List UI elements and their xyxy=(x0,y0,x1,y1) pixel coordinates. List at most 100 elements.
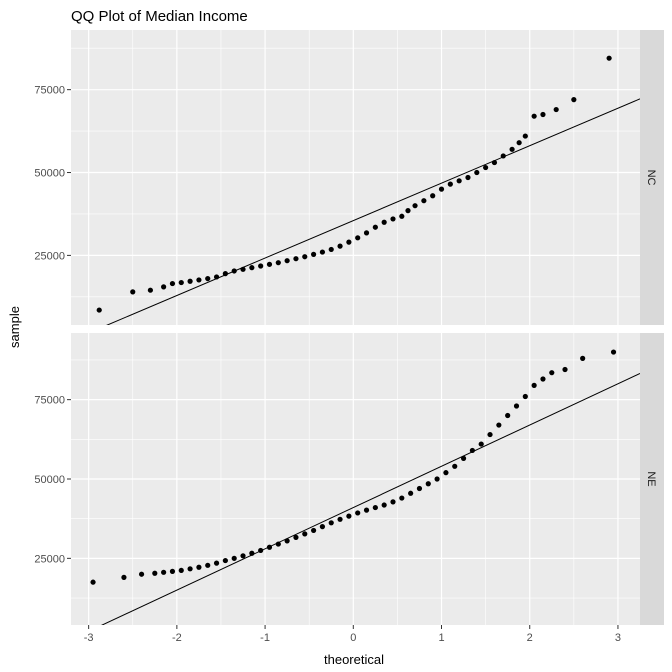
qq-point xyxy=(138,571,145,577)
qq-point xyxy=(381,502,387,508)
qq-point xyxy=(187,566,193,572)
qq-point xyxy=(249,550,255,556)
qq-point xyxy=(178,279,184,286)
qq-point xyxy=(152,570,158,576)
qq-point xyxy=(147,287,153,293)
qq-point xyxy=(222,557,228,564)
qq-point xyxy=(460,455,467,461)
qq-point xyxy=(196,564,202,570)
qq-point xyxy=(447,181,453,187)
y-tick-label: 75000 xyxy=(34,85,65,97)
qq-point xyxy=(580,355,586,361)
qq-point xyxy=(284,538,290,544)
qq-point xyxy=(275,260,281,266)
qq-point xyxy=(553,106,559,113)
qq-point xyxy=(169,568,176,574)
facet-strip-label: NE xyxy=(645,471,657,486)
qq-point xyxy=(465,174,471,181)
qq-point xyxy=(240,266,246,272)
qq-point xyxy=(231,555,237,561)
qq-point xyxy=(302,531,308,537)
qq-point xyxy=(469,447,475,454)
facet-strip xyxy=(640,30,664,325)
qq-point xyxy=(258,547,264,554)
facet-panel-ne: 25000 50000 75000 NE xyxy=(34,333,664,625)
qq-point xyxy=(205,562,211,568)
qq-point xyxy=(540,111,546,118)
facet-strip-label: NC xyxy=(645,170,657,186)
qq-point xyxy=(438,186,445,192)
x-tick-label: -1 xyxy=(260,632,270,644)
qq-point xyxy=(474,169,480,176)
qq-point xyxy=(213,274,220,280)
qq-point xyxy=(178,567,184,574)
qq-point xyxy=(346,513,352,519)
qq-point xyxy=(266,544,273,550)
qq-point xyxy=(213,560,220,566)
qq-point xyxy=(337,516,343,522)
qq-point xyxy=(266,261,273,267)
qq-point xyxy=(487,431,493,438)
qq-point xyxy=(372,504,378,511)
x-axis-title: theoretical xyxy=(324,652,384,667)
qq-point xyxy=(275,541,281,547)
qq-point xyxy=(425,481,431,487)
qq-point xyxy=(571,97,577,103)
qq-point xyxy=(161,284,167,290)
qq-point xyxy=(328,246,334,253)
qq-point xyxy=(513,403,520,409)
qq-point xyxy=(522,393,528,400)
qq-point xyxy=(399,213,405,219)
qq-point xyxy=(240,553,246,559)
qq-point xyxy=(363,230,370,236)
qq-reference-line xyxy=(101,373,640,625)
y-axis-title: sample xyxy=(7,306,22,348)
facet-strip xyxy=(640,333,664,625)
qq-point xyxy=(434,476,440,482)
facet-panel-nc: 25000 50000 75000 NC xyxy=(34,30,664,325)
qq-point xyxy=(90,579,96,585)
y-tick-label: 50000 xyxy=(34,474,65,486)
qq-point xyxy=(222,271,228,277)
qq-point xyxy=(496,422,502,428)
qq-point xyxy=(531,113,537,119)
qq-point xyxy=(516,140,522,146)
qq-point xyxy=(328,520,334,526)
qq-point xyxy=(483,164,489,171)
qq-point xyxy=(372,224,378,230)
qq-point xyxy=(522,133,528,139)
qq-point xyxy=(478,441,484,447)
x-tick-label: -2 xyxy=(172,632,182,644)
qq-point xyxy=(355,235,361,241)
qq-point xyxy=(416,485,423,492)
y-tick-label: 75000 xyxy=(34,395,65,407)
chart-title: QQ Plot of Median Income xyxy=(71,8,248,25)
y-tick-label: 25000 xyxy=(34,553,65,565)
qq-point xyxy=(509,146,515,152)
qq-point xyxy=(121,574,127,580)
qq-point xyxy=(491,159,498,166)
qq-point xyxy=(540,376,546,382)
qq-point xyxy=(500,153,506,159)
qq-point xyxy=(310,251,317,257)
qq-point xyxy=(562,366,568,373)
qq-point xyxy=(310,527,317,534)
y-tick-label: 25000 xyxy=(34,250,65,262)
qq-point xyxy=(606,55,612,61)
qq-point xyxy=(505,412,511,419)
qq-point xyxy=(130,289,136,295)
qq-point xyxy=(258,263,264,269)
qq-point xyxy=(231,268,237,274)
qq-reference-line xyxy=(106,98,640,325)
qq-point xyxy=(161,569,167,575)
qq-point xyxy=(549,370,555,376)
qq-point xyxy=(355,510,361,516)
x-axis: -3 -2 -1 0 1 2 3 xyxy=(84,625,621,644)
qq-point xyxy=(96,307,102,313)
x-tick-label: -3 xyxy=(84,632,94,644)
qq-point xyxy=(205,275,211,282)
qq-point xyxy=(531,382,537,388)
qq-point xyxy=(408,490,414,496)
qq-point xyxy=(421,198,427,204)
